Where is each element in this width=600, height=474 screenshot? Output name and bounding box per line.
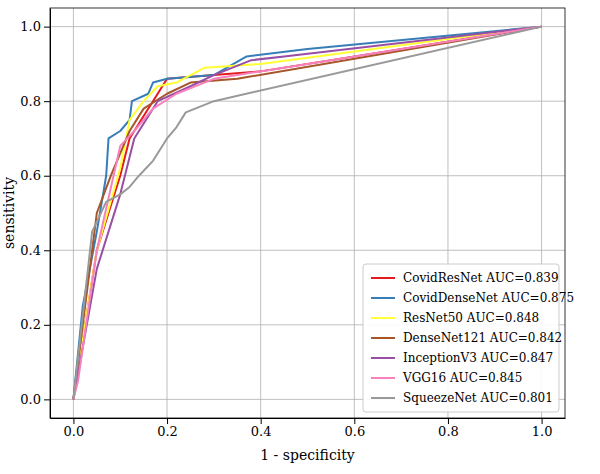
y-axis: 0.0 0.2 0.4 0.6 0.8 1.0 <box>20 9 50 419</box>
x-tick-mark <box>542 418 543 424</box>
y-tick-label: 0.0 <box>20 392 41 407</box>
y-grid-line <box>50 101 565 102</box>
y-tick-label: 0.8 <box>20 94 41 109</box>
x-tick: 0.8 <box>438 418 459 439</box>
legend: CovidResNet AUC=0.839 CovidDenseNet AUC=0… <box>363 264 574 412</box>
x-tick: 0.0 <box>64 418 85 439</box>
y-tick-label: 0.2 <box>20 317 41 332</box>
plot-area: 0.0 0.2 0.4 0.6 0.8 1.0 0.0 0.2 0.4 0.6 0.8 1.0 Covi… <box>20 8 574 439</box>
chart: 0.0 0.2 0.4 0.6 0.8 1.0 0.0 0.2 0.4 0.6 0.8 1.0 Covi… <box>0 0 600 474</box>
x-tick-mark <box>73 418 74 424</box>
x-tick-label: 0.6 <box>344 424 365 439</box>
y-tick-mark <box>44 27 50 28</box>
legend-swatch <box>371 277 395 279</box>
y-grid-line <box>50 26 565 27</box>
y-tick-label: 0.6 <box>20 168 41 183</box>
x-tick-mark <box>167 418 168 424</box>
grid <box>50 8 565 418</box>
y-grid-line <box>50 175 565 176</box>
y-tick: 0.0 <box>20 392 50 407</box>
legend-label: CovidResNet AUC=0.839 <box>403 271 559 285</box>
x-tick-label: 0.0 <box>64 424 85 439</box>
y-tick: 0.2 <box>20 317 50 332</box>
y-grid-line <box>50 250 565 251</box>
x-axis: 0.0 0.2 0.4 0.6 0.8 1.0 <box>51 418 566 439</box>
legend-label: ResNet50 AUC=0.848 <box>403 311 539 325</box>
y-tick-mark <box>44 325 50 326</box>
legend-swatch <box>371 297 395 299</box>
y-tick: 0.8 <box>20 94 50 109</box>
y-tick: 0.6 <box>20 168 50 183</box>
x-tick: 0.6 <box>344 418 365 439</box>
legend-swatch <box>371 317 395 319</box>
x-tick-label: 1.0 <box>532 424 553 439</box>
x-tick-label: 0.8 <box>438 424 459 439</box>
legend-swatch <box>371 397 395 399</box>
legend-label: DenseNet121 AUC=0.842 <box>403 331 562 345</box>
x-tick: 0.2 <box>157 418 178 439</box>
x-grid-line <box>260 8 261 418</box>
y-axis-line <box>50 9 51 419</box>
x-tick-label: 0.4 <box>251 424 272 439</box>
x-tick-mark <box>261 418 262 424</box>
x-tick-mark <box>448 418 449 424</box>
y-tick-label: 1.0 <box>20 19 41 34</box>
x-tick-mark <box>354 418 355 424</box>
legend-swatch <box>371 357 395 359</box>
y-tick: 0.4 <box>20 243 50 258</box>
x-axis-line <box>51 418 566 419</box>
legend-swatch <box>371 337 395 339</box>
y-tick-label: 0.4 <box>20 243 41 258</box>
y-tick-mark <box>44 399 50 400</box>
y-axis-title: sensitivity <box>1 177 17 249</box>
legend-label: CovidDenseNet AUC=0.875 <box>403 291 574 305</box>
legend-swatch <box>371 377 395 379</box>
x-tick: 0.4 <box>251 418 272 439</box>
x-grid-line <box>73 8 74 418</box>
y-tick-mark <box>44 250 50 251</box>
legend-label: SqueezeNet AUC=0.801 <box>403 391 553 405</box>
legend-label: VGG16 AUC=0.845 <box>402 371 522 385</box>
y-tick-mark <box>44 101 50 102</box>
y-tick: 1.0 <box>20 19 50 34</box>
y-tick-mark <box>44 176 50 177</box>
plot-frame <box>50 8 565 418</box>
x-axis-title: 1 - specificity <box>260 447 355 463</box>
x-tick-label: 0.2 <box>157 424 178 439</box>
x-tick: 1.0 <box>532 418 553 439</box>
legend-label: InceptionV3 AUC=0.847 <box>403 351 553 365</box>
x-grid-line <box>167 8 168 418</box>
